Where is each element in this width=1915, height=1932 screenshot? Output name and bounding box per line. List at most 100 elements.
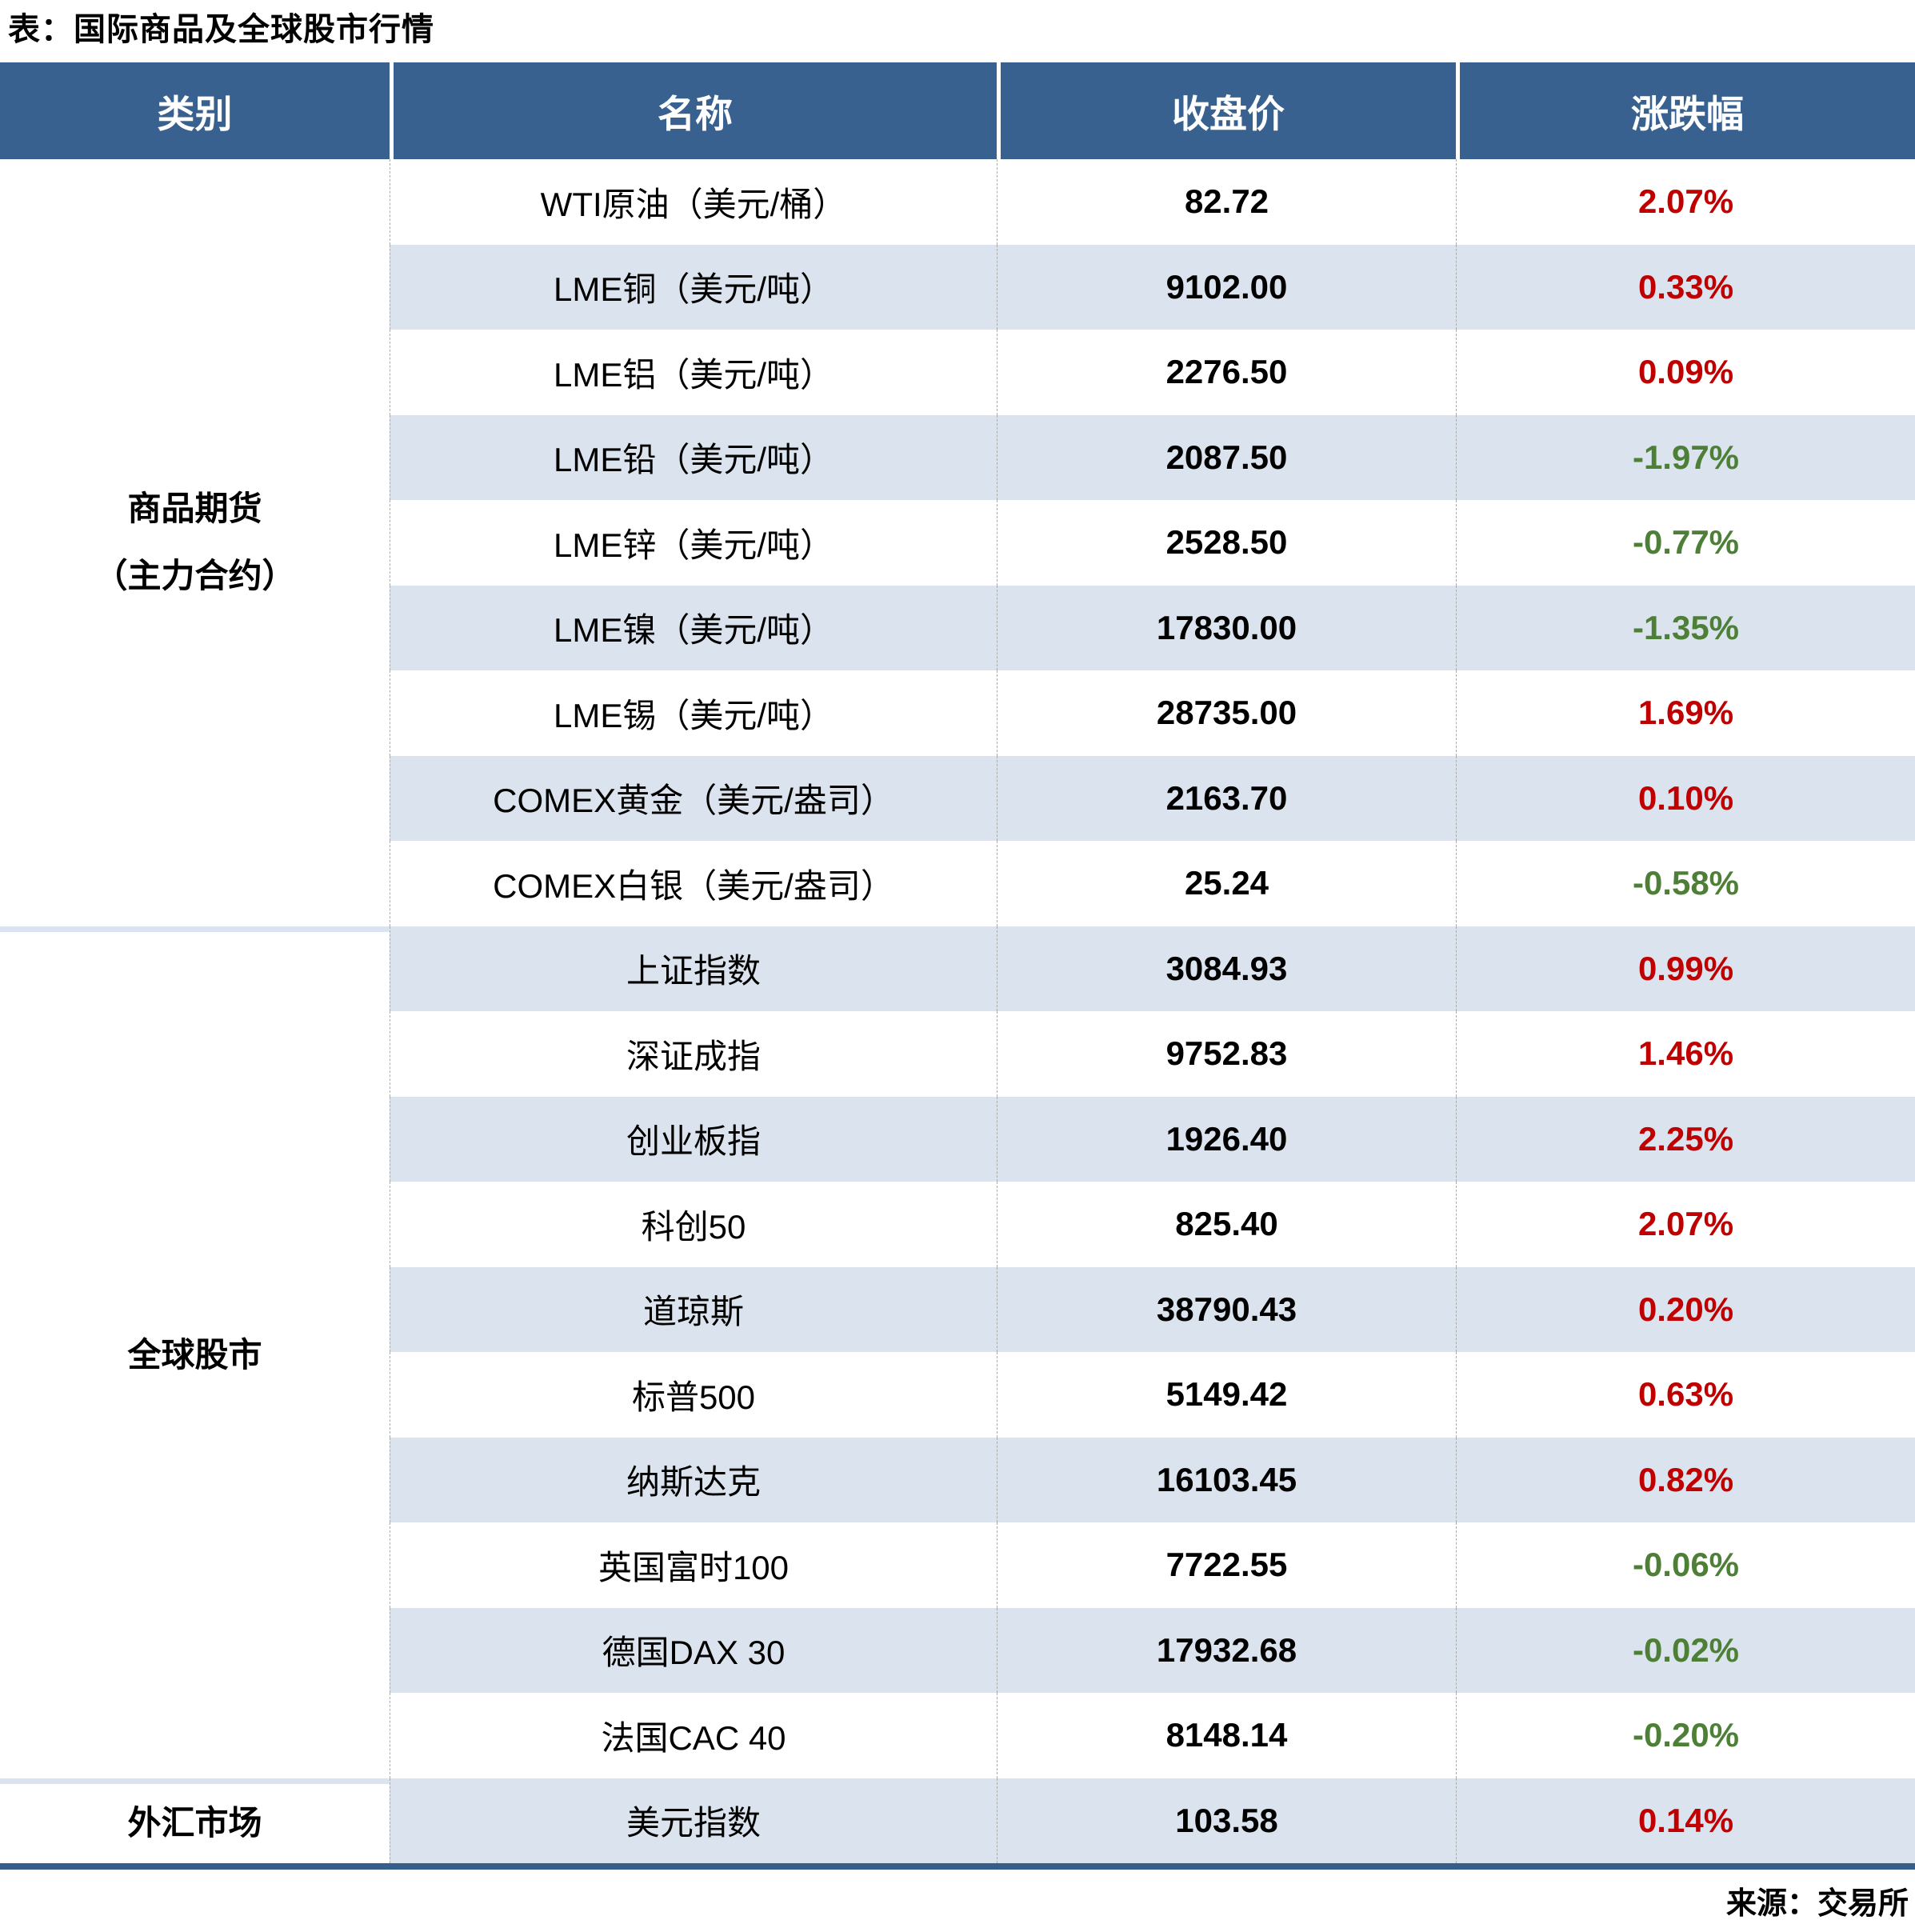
table-row: LME铝（美元/吨） 2276.50 0.09% (390, 330, 1915, 415)
close-cell: 17932.68 (997, 1607, 1456, 1693)
change-cell: 0.63% (1456, 1352, 1915, 1438)
close-cell: 825.40 (997, 1182, 1456, 1267)
close-cell: 2163.70 (997, 755, 1456, 841)
table-row: LME锌（美元/吨） 2528.50 -0.77% (390, 500, 1915, 586)
category-label-line: 商品期货 (127, 490, 262, 528)
close-cell: 16103.45 (997, 1437, 1456, 1522)
close-cell: 2276.50 (997, 330, 1456, 415)
name-cell: COMEX白银（美元/盎司） (390, 841, 997, 926)
table-row: 德国DAX 30 17932.68 -0.02% (390, 1607, 1915, 1693)
name-cell: LME铜（美元/吨） (390, 244, 997, 330)
close-cell: 2528.50 (997, 500, 1456, 586)
close-cell: 7722.55 (997, 1522, 1456, 1608)
table-caption: 表：国际商品及全球股市行情 (8, 12, 434, 47)
name-cell: 创业板指 (390, 1096, 997, 1182)
close-cell: 38790.43 (997, 1266, 1456, 1352)
close-cell: 9102.00 (997, 244, 1456, 330)
data-rows: WTI原油（美元/桶） 82.72 2.07% LME铜（美元/吨） 9102.… (390, 159, 1915, 1863)
close-cell: 2087.50 (997, 414, 1456, 500)
change-cell: 2.07% (1456, 1182, 1915, 1267)
category-label-line: 全球股市 (127, 1335, 262, 1374)
name-cell: 德国DAX 30 (390, 1607, 997, 1693)
table-bottom-border (0, 1863, 1915, 1870)
change-cell: 0.14% (1456, 1778, 1915, 1863)
change-cell: -0.77% (1456, 500, 1915, 586)
table-header-row: 类别 名称 收盘价 涨跌幅 (0, 62, 1915, 159)
change-cell: 0.10% (1456, 755, 1915, 841)
table-row: COMEX白银（美元/盎司） 25.24 -0.58% (390, 841, 1915, 926)
close-cell: 28735.00 (997, 670, 1456, 756)
name-cell: 深证成指 (390, 1011, 997, 1097)
close-cell: 8148.14 (997, 1693, 1456, 1778)
name-cell: 科创50 (390, 1182, 997, 1267)
change-cell: -0.06% (1456, 1522, 1915, 1608)
name-cell: 上证指数 (390, 926, 997, 1011)
change-cell: 1.46% (1456, 1011, 1915, 1097)
header-name: 名称 (390, 62, 997, 159)
close-cell: 9752.83 (997, 1011, 1456, 1097)
table-row: 美元指数 103.58 0.14% (390, 1778, 1915, 1863)
table-row: 创业板指 1926.40 2.25% (390, 1096, 1915, 1182)
change-cell: -1.35% (1456, 585, 1915, 670)
name-cell: 标普500 (390, 1352, 997, 1438)
change-cell: 0.99% (1456, 926, 1915, 1011)
market-table: 类别 名称 收盘价 涨跌幅 商品期货 （主力合约） 全球股市 外汇市场 (0, 62, 1915, 1870)
change-cell: 0.20% (1456, 1266, 1915, 1352)
name-cell: 纳斯达克 (390, 1437, 997, 1522)
table-body: 商品期货 （主力合约） 全球股市 外汇市场 WTI原油（美元/桶） 82.72 … (0, 159, 1915, 1863)
change-cell: 0.09% (1456, 330, 1915, 415)
name-cell: 道琼斯 (390, 1266, 997, 1352)
header-change: 涨跌幅 (1456, 62, 1915, 159)
change-cell: 2.07% (1456, 159, 1915, 245)
close-cell: 17830.00 (997, 585, 1456, 670)
header-category: 类别 (0, 62, 390, 159)
category-cell-forex: 外汇市场 (0, 1778, 390, 1863)
name-cell: LME锌（美元/吨） (390, 500, 997, 586)
name-cell: LME铅（美元/吨） (390, 414, 997, 500)
table-row: 深证成指 9752.83 1.46% (390, 1011, 1915, 1097)
table-row: LME锡（美元/吨） 28735.00 1.69% (390, 670, 1915, 756)
close-cell: 25.24 (997, 841, 1456, 926)
source-note: 来源：交易所 (1725, 1887, 1909, 1921)
close-cell: 103.58 (997, 1778, 1456, 1863)
category-label-line: 外汇市场 (127, 1804, 262, 1842)
category-column: 商品期货 （主力合约） 全球股市 外汇市场 (0, 159, 390, 1863)
category-cell-commodity-futures: 商品期货 （主力合约） (0, 159, 390, 926)
change-cell: -1.97% (1456, 414, 1915, 500)
table-row: COMEX黄金（美元/盎司） 2163.70 0.10% (390, 755, 1915, 841)
change-cell: 0.33% (1456, 244, 1915, 330)
name-cell: LME铝（美元/吨） (390, 330, 997, 415)
table-row: 科创50 825.40 2.07% (390, 1182, 1915, 1267)
header-close: 收盘价 (997, 62, 1456, 159)
name-cell: 法国CAC 40 (390, 1693, 997, 1778)
table-row: 标普500 5149.42 0.63% (390, 1352, 1915, 1438)
table-row: 法国CAC 40 8148.14 -0.20% (390, 1693, 1915, 1778)
change-cell: -0.20% (1456, 1693, 1915, 1778)
category-label-line: （主力合约） (94, 557, 296, 595)
name-cell: LME锡（美元/吨） (390, 670, 997, 756)
change-cell: 1.69% (1456, 670, 1915, 756)
name-cell: 英国富时100 (390, 1522, 997, 1608)
table-row: 道琼斯 38790.43 0.20% (390, 1266, 1915, 1352)
table-row: 上证指数 3084.93 0.99% (390, 926, 1915, 1011)
table-row: LME铜（美元/吨） 9102.00 0.33% (390, 244, 1915, 330)
close-cell: 1926.40 (997, 1096, 1456, 1182)
change-cell: 0.82% (1456, 1437, 1915, 1522)
table-row: LME镍（美元/吨） 17830.00 -1.35% (390, 585, 1915, 670)
close-cell: 3084.93 (997, 926, 1456, 1011)
name-cell: COMEX黄金（美元/盎司） (390, 755, 997, 841)
name-cell: 美元指数 (390, 1778, 997, 1863)
close-cell: 82.72 (997, 159, 1456, 245)
name-cell: WTI原油（美元/桶） (390, 159, 997, 245)
category-cell-global-stocks: 全球股市 (0, 926, 390, 1778)
change-cell: 2.25% (1456, 1096, 1915, 1182)
change-cell: -0.58% (1456, 841, 1915, 926)
change-cell: -0.02% (1456, 1607, 1915, 1693)
close-cell: 5149.42 (997, 1352, 1456, 1438)
table-row: 英国富时100 7722.55 -0.06% (390, 1522, 1915, 1608)
name-cell: LME镍（美元/吨） (390, 585, 997, 670)
table-row: WTI原油（美元/桶） 82.72 2.07% (390, 159, 1915, 245)
table-row: 纳斯达克 16103.45 0.82% (390, 1437, 1915, 1522)
table-row: LME铅（美元/吨） 2087.50 -1.97% (390, 414, 1915, 500)
